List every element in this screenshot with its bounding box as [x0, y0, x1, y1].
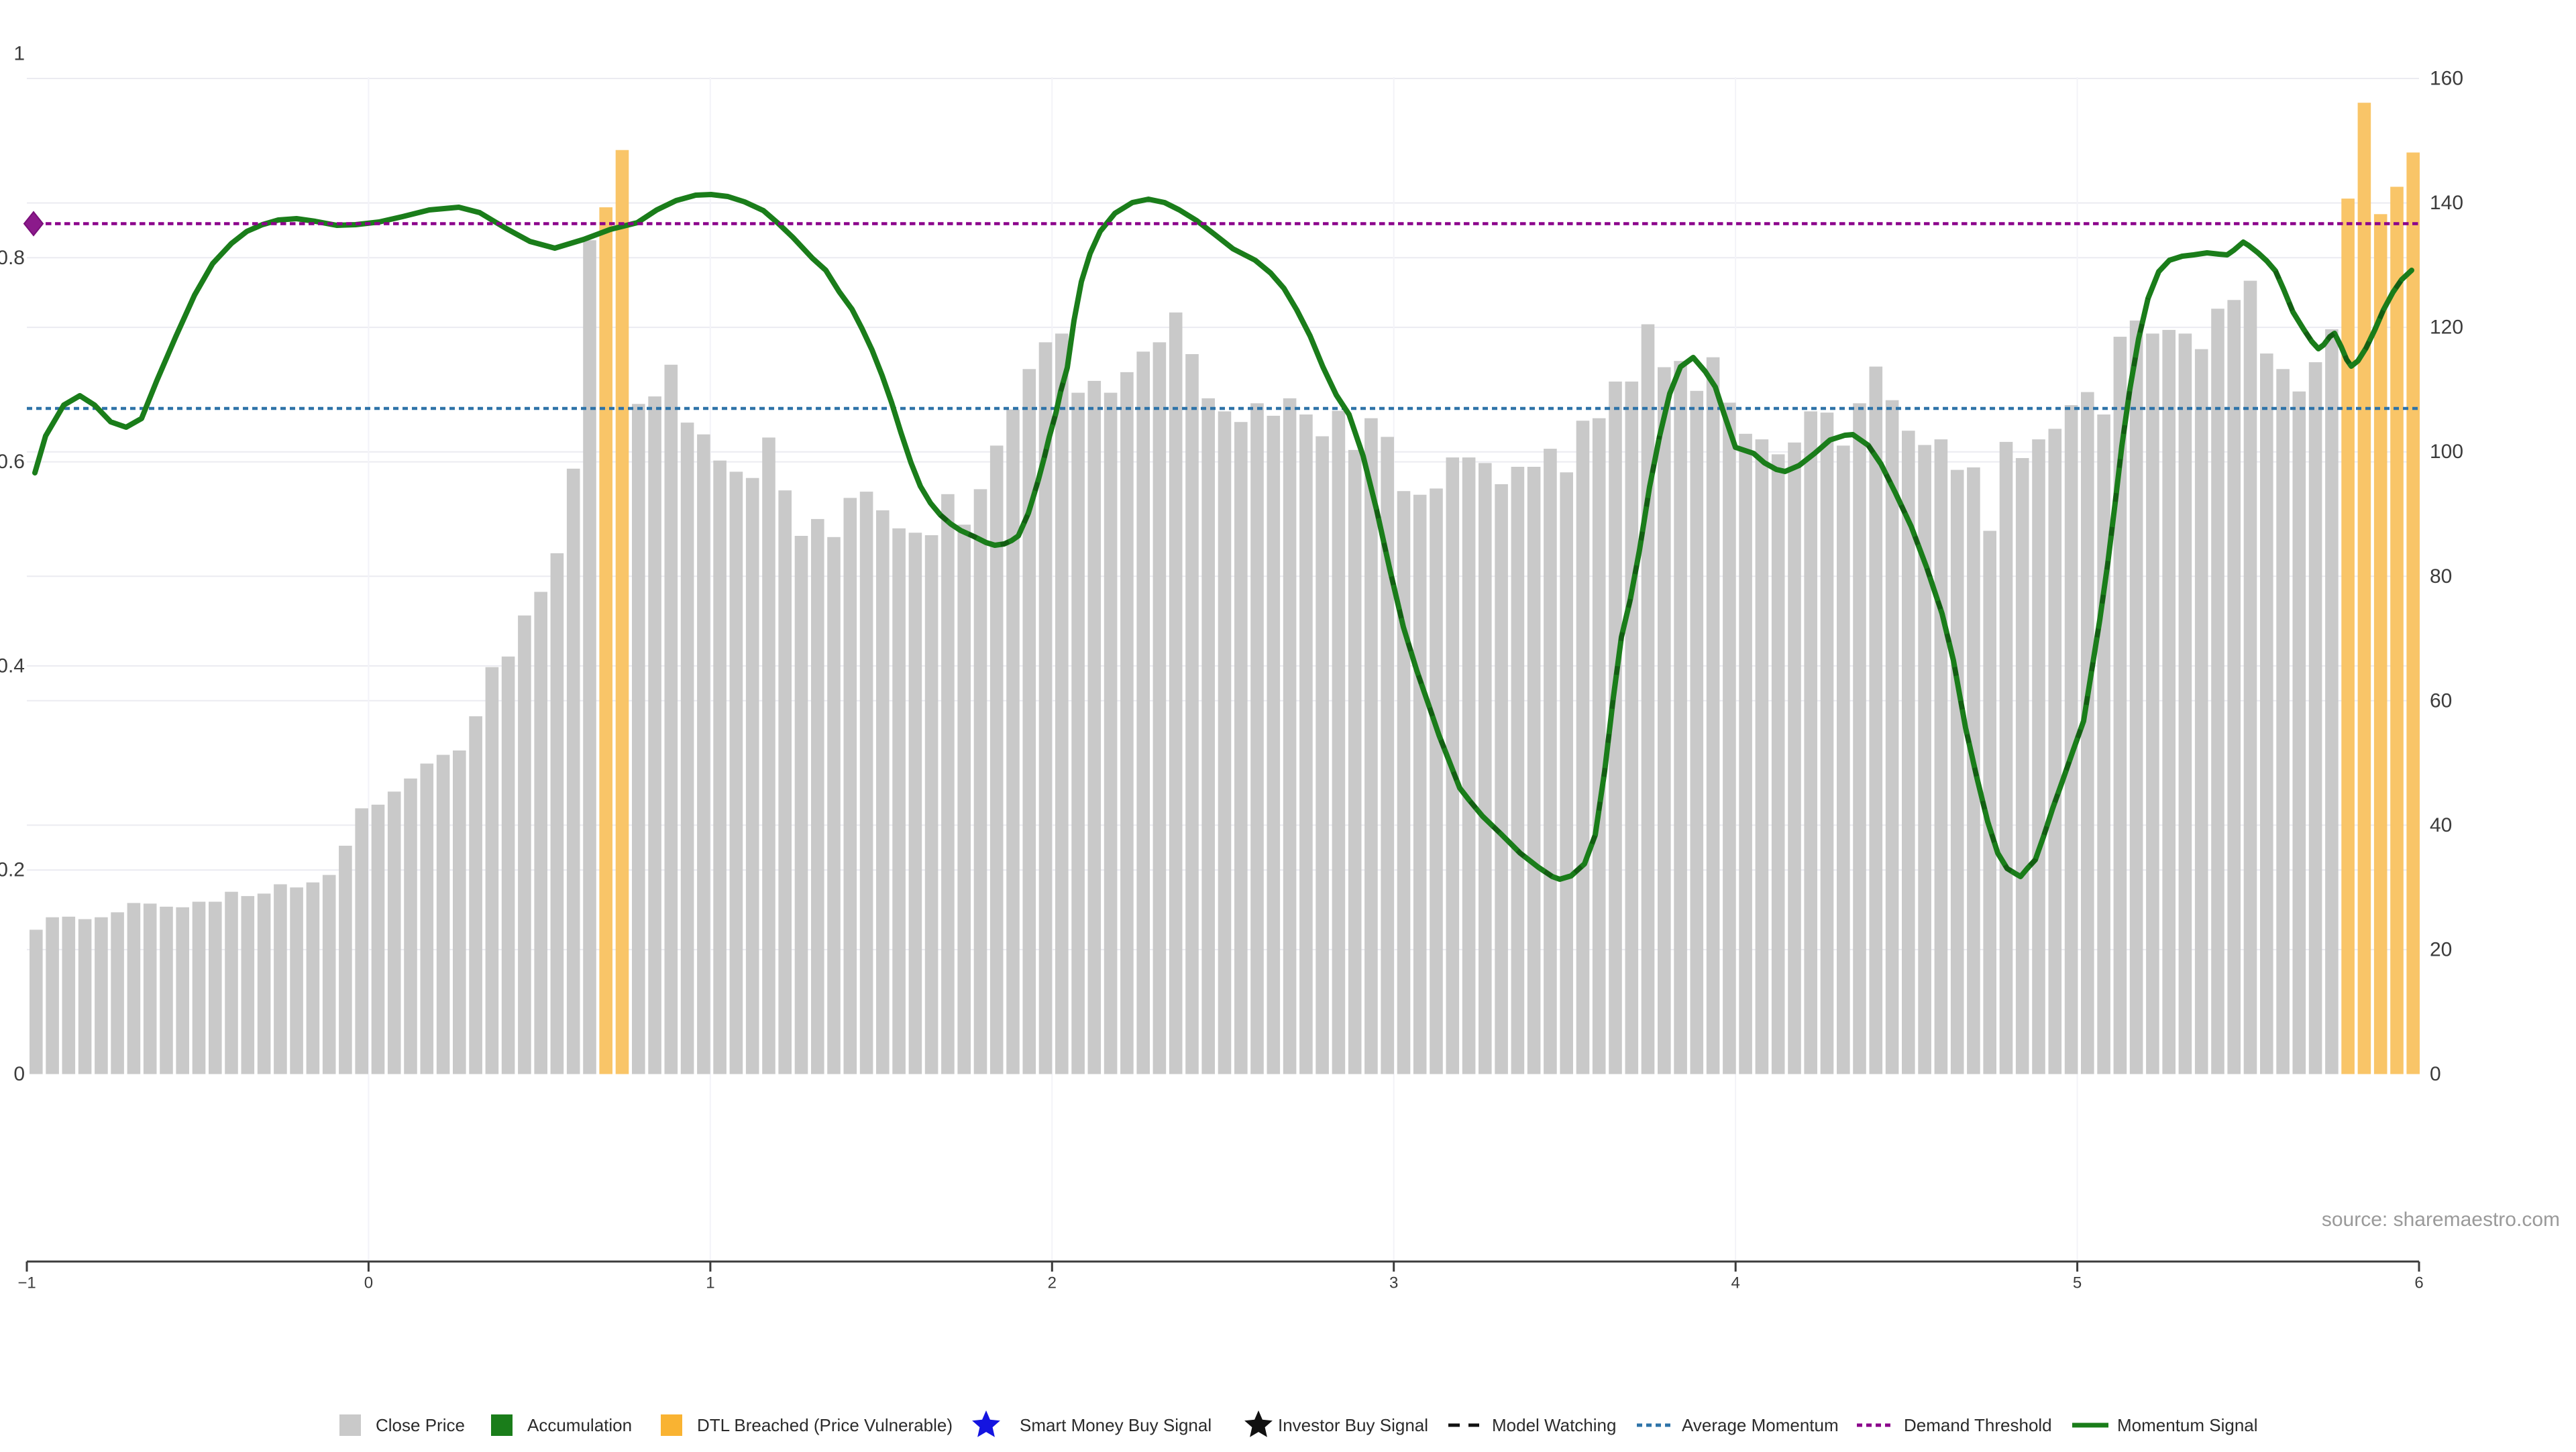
- svg-text:5: 5: [2073, 1274, 2082, 1292]
- svg-text:60: 60: [2430, 689, 2452, 712]
- svg-text:Investor Buy Signal: Investor Buy Signal: [1278, 1415, 1428, 1435]
- svg-text:DTL Breached (Price Vulnerable: DTL Breached (Price Vulnerable): [697, 1415, 953, 1435]
- svg-text:120: 120: [2430, 317, 2463, 339]
- svg-text:source: sharemaestro.com: source: sharemaestro.com: [2322, 1209, 2560, 1231]
- svg-text:0: 0: [2430, 1063, 2441, 1085]
- svg-text:Close Price: Close Price: [376, 1415, 465, 1435]
- svg-text:3: 3: [1389, 1274, 1398, 1292]
- svg-text:0: 0: [364, 1274, 373, 1292]
- svg-text:0.8: 0.8: [0, 247, 25, 269]
- svg-text:0.2: 0.2: [0, 859, 25, 881]
- svg-text:Accumulation: Accumulation: [527, 1415, 632, 1435]
- svg-text:40: 40: [2430, 814, 2452, 836]
- svg-text:100: 100: [2430, 441, 2463, 463]
- svg-text:80: 80: [2430, 565, 2452, 588]
- svg-text:0.6: 0.6: [0, 451, 25, 473]
- svg-text:20: 20: [2430, 938, 2452, 960]
- svg-text:2: 2: [1048, 1274, 1057, 1292]
- svg-text:−1: −1: [17, 1274, 36, 1292]
- svg-text:Smart Money Buy Signal: Smart Money Buy Signal: [1020, 1415, 1212, 1435]
- svg-text:Average Momentum: Average Momentum: [1682, 1415, 1839, 1435]
- svg-text:Momentum Signal: Momentum Signal: [2117, 1415, 2258, 1435]
- svg-text:0.4: 0.4: [0, 655, 25, 677]
- svg-text:6: 6: [2414, 1274, 2423, 1292]
- svg-text:160: 160: [2430, 68, 2463, 90]
- svg-text:Demand Threshold: Demand Threshold: [1904, 1415, 2052, 1435]
- svg-text:1: 1: [13, 43, 25, 65]
- svg-text:4: 4: [1731, 1274, 1740, 1292]
- svg-text:Model Watching: Model Watching: [1492, 1415, 1616, 1435]
- svg-text:1: 1: [706, 1274, 714, 1292]
- svg-text:0: 0: [13, 1063, 25, 1085]
- svg-text:140: 140: [2430, 192, 2463, 214]
